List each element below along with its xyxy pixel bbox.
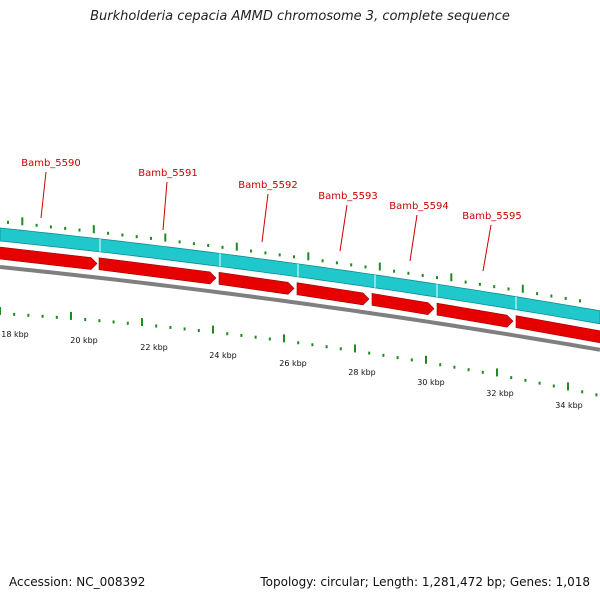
gene-leader-line — [339, 204, 348, 252]
cds-strand-track — [0, 227, 600, 325]
gene-arrow — [515, 315, 600, 344]
kbp-label: 18 kbp — [1, 330, 29, 339]
gene-leader-line — [261, 193, 269, 243]
backbone-line — [0, 265, 600, 352]
kbp-label: 22 kbp — [140, 343, 168, 352]
gene-leader-line — [409, 214, 418, 262]
cds-strand-band — [0, 227, 600, 325]
kbp-label: 28 kbp — [348, 368, 376, 377]
gene-leader-line — [40, 171, 47, 219]
gene-arrow — [218, 272, 295, 295]
inner-tick-track — [0, 307, 598, 397]
gene-leader-line — [482, 224, 492, 272]
gene-label-group: Bamb_5590 Bamb_5591 Bamb_5592 Bamb_5593 Bamb… — [21, 158, 522, 272]
gene-arrow — [0, 246, 98, 270]
kbp-label: 32 kbp — [486, 389, 514, 398]
gene-arrow-track — [0, 246, 600, 344]
map-title: Burkholderia cepacia AMMD chromosome 3, … — [90, 9, 510, 24]
gene-label: Bamb_5590 — [21, 158, 81, 169]
gene-leader-line — [162, 181, 168, 231]
gene-arrow — [98, 257, 217, 285]
kbp-label-group: 18 kbp 20 kbp 22 kbp 24 kbp 26 kbp 28 kbp 30 k… — [1, 330, 583, 410]
gene-label: Bamb_5595 — [462, 211, 522, 222]
kbp-label: 30 kbp — [417, 378, 445, 387]
topology-summary: Topology: circular; Length: 1,281,472 bp… — [260, 575, 590, 589]
gene-label: Bamb_5591 — [138, 168, 198, 179]
kbp-label: 34 kbp — [555, 401, 583, 410]
gene-label: Bamb_5593 — [318, 191, 378, 202]
kbp-label: 24 kbp — [209, 351, 237, 360]
kbp-label: 20 kbp — [70, 336, 98, 345]
accession-text: Accession: NC_008392 — [9, 575, 146, 589]
backbone-track — [0, 265, 600, 352]
gene-arrow — [296, 282, 370, 306]
outer-tick-track — [7, 217, 581, 303]
gene-arrow — [371, 293, 435, 316]
gene-arrow — [436, 302, 514, 328]
gene-label: Bamb_5594 — [389, 201, 449, 212]
kbp-label: 26 kbp — [279, 359, 307, 368]
gene-label: Bamb_5592 — [238, 180, 298, 191]
